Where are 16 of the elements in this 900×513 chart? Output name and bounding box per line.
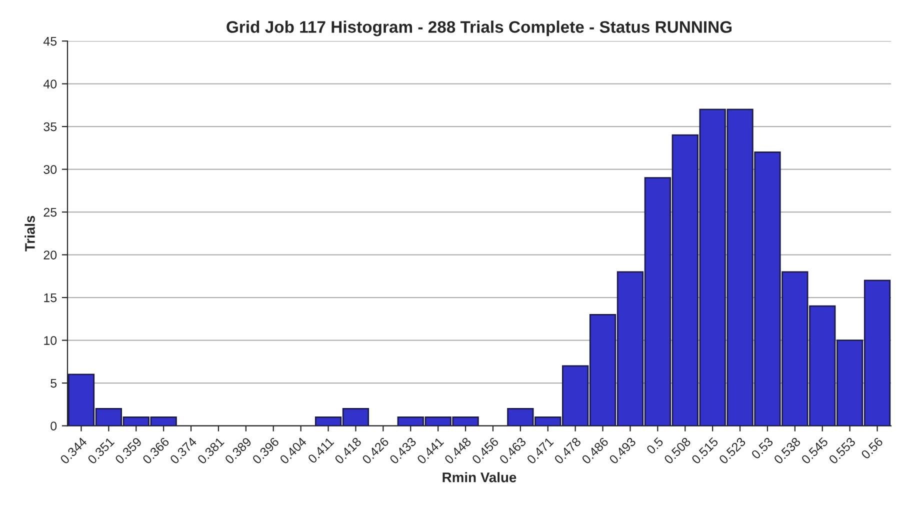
y-tick-label: 30 xyxy=(44,165,57,174)
y-tick-label: 0 xyxy=(50,422,57,430)
y-tick-label: 45 xyxy=(43,36,57,46)
x-axis-title: Rmin Value xyxy=(442,472,516,482)
y-tick-label: 25 xyxy=(44,208,57,217)
chart-title: Grid Job 117 Histogram - 288 Trials Complete - Status RUNNING xyxy=(226,20,732,36)
x-tick-label: 0.5 xyxy=(646,436,664,455)
y-tick-label: 40 xyxy=(43,80,57,88)
y-tick-label: 10 xyxy=(44,336,57,345)
y-tick-label: 20 xyxy=(44,250,57,260)
y-axis-title: Trials xyxy=(24,216,35,252)
y-tick-label: 35 xyxy=(44,122,57,132)
y-tick-label: 15 xyxy=(44,293,57,302)
x-tick-label: 0.56 xyxy=(860,436,884,460)
x-tick-label: 0.53 xyxy=(750,436,774,460)
y-tick-label: 5 xyxy=(50,378,57,388)
